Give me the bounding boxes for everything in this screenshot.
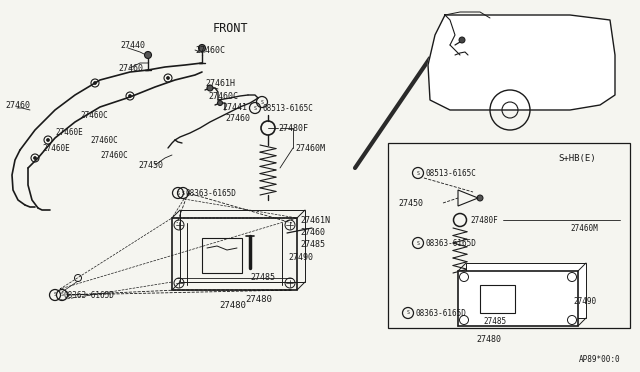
- Text: 27460: 27460: [225, 113, 250, 122]
- Text: S: S: [417, 170, 419, 176]
- Text: S: S: [253, 106, 257, 110]
- Text: S: S: [260, 99, 264, 105]
- Text: 27460M: 27460M: [295, 144, 325, 153]
- Circle shape: [477, 195, 483, 201]
- Text: 08363-6165D: 08363-6165D: [416, 308, 467, 317]
- Circle shape: [93, 81, 97, 84]
- Text: S+HB(E): S+HB(E): [558, 154, 596, 163]
- Text: 27450: 27450: [138, 160, 163, 170]
- Bar: [172, 218, 297, 290]
- Circle shape: [129, 94, 131, 97]
- Bar: [180, 210, 305, 282]
- Text: 27460: 27460: [118, 64, 143, 73]
- Circle shape: [145, 51, 152, 58]
- Circle shape: [459, 37, 465, 43]
- Text: S: S: [177, 190, 179, 196]
- Text: 27480F: 27480F: [470, 215, 498, 224]
- Polygon shape: [428, 15, 615, 110]
- Text: S: S: [182, 190, 184, 196]
- Text: 27460: 27460: [5, 100, 30, 109]
- Text: 27480: 27480: [476, 336, 501, 344]
- Text: FRONT: FRONT: [212, 22, 248, 35]
- Bar: [458, 271, 578, 326]
- Text: 27490: 27490: [573, 296, 596, 305]
- Text: 27460C: 27460C: [100, 151, 128, 160]
- Text: 08363-6165D: 08363-6165D: [186, 189, 237, 198]
- Text: 27440: 27440: [120, 41, 145, 49]
- Text: 27441: 27441: [222, 103, 247, 112]
- Text: 27490: 27490: [288, 253, 313, 263]
- Text: 27460C: 27460C: [80, 110, 108, 119]
- Text: 27450: 27450: [398, 199, 423, 208]
- Bar: [202, 238, 242, 273]
- Text: S: S: [406, 311, 410, 315]
- Text: 27460E: 27460E: [42, 144, 70, 153]
- Text: 27480: 27480: [219, 301, 246, 311]
- Text: 27460C: 27460C: [195, 45, 225, 55]
- Text: 08513-6165C: 08513-6165C: [426, 169, 477, 177]
- Text: 27460M: 27460M: [570, 224, 598, 232]
- Bar: [388, 143, 630, 328]
- Circle shape: [198, 45, 205, 51]
- Bar: [480, 285, 515, 313]
- Text: 27485: 27485: [300, 240, 325, 248]
- Text: S: S: [61, 292, 63, 298]
- Circle shape: [166, 77, 170, 80]
- Text: S: S: [417, 241, 419, 246]
- Bar: [466, 263, 586, 318]
- Text: 27461N: 27461N: [300, 215, 330, 224]
- Text: 08363-6165D: 08363-6165D: [63, 291, 114, 299]
- Text: 27460C: 27460C: [208, 92, 238, 100]
- Text: 08363-6165D: 08363-6165D: [426, 238, 477, 247]
- Circle shape: [33, 157, 36, 160]
- Text: 27485: 27485: [250, 273, 275, 282]
- Text: AP89*00:0: AP89*00:0: [579, 356, 620, 365]
- Circle shape: [47, 138, 49, 141]
- Text: 27460C: 27460C: [90, 135, 118, 144]
- Text: 27485: 27485: [483, 317, 506, 326]
- Text: 27460E: 27460E: [55, 128, 83, 137]
- Text: 27461H: 27461H: [205, 78, 235, 87]
- Circle shape: [207, 85, 213, 91]
- Text: S: S: [54, 292, 56, 298]
- Text: 27480: 27480: [245, 295, 272, 305]
- Text: 27480F: 27480F: [278, 124, 308, 132]
- Text: 27460: 27460: [300, 228, 325, 237]
- Circle shape: [218, 100, 223, 106]
- Text: 08513-6165C: 08513-6165C: [263, 103, 314, 112]
